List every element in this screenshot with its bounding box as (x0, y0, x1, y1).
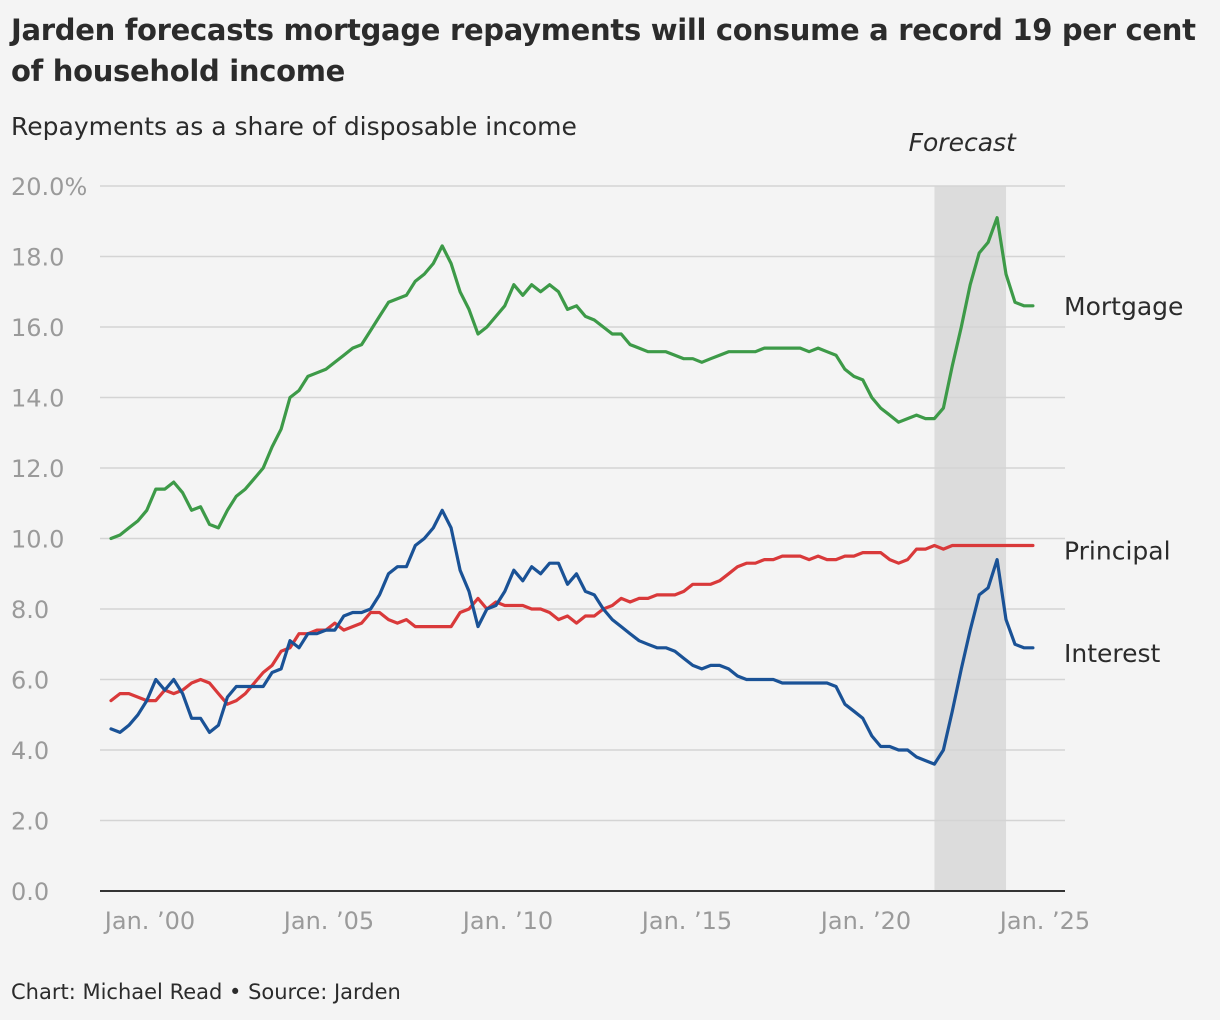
chart-credit: Chart: Michael Read • Source: Jarden (11, 980, 401, 1004)
y-tick-label: 4.0 (11, 737, 49, 765)
series-line-principal (109, 543, 1035, 706)
chart-subtitle: Repayments as a share of disposable inco… (11, 112, 577, 141)
series-line-interest (109, 508, 1035, 766)
line-chart: Forecast 20.0% 18.0 16.0 14.0 12.0 10.0 8.0 6.0… (11, 128, 1183, 935)
x-tick-label: Jan. ’00 (103, 907, 195, 935)
y-tick-label: 8.0 (11, 596, 49, 624)
x-tick-label: Jan. ’20 (819, 907, 911, 935)
y-tick-label: 0.0 (11, 878, 49, 906)
series-line-mortgage (109, 216, 1035, 541)
series-label-mortgage: Mortgage (1064, 292, 1183, 321)
series-label-principal: Principal (1064, 537, 1171, 566)
y-tick-label: 10.0 (11, 526, 64, 554)
x-tick-label: Jan. ’25 (998, 907, 1090, 935)
y-tick-label: 6.0 (11, 667, 49, 695)
x-tick-label: Jan. ’05 (282, 907, 374, 935)
y-tick-label: 20.0% (11, 173, 87, 201)
y-tick-label: 18.0 (11, 244, 64, 272)
x-tick-label: Jan. ’15 (640, 907, 732, 935)
chart-title: Jarden forecasts mortgage repayments wil… (11, 13, 1196, 88)
y-tick-label: 16.0 (11, 314, 64, 342)
y-tick-label: 14.0 (11, 385, 64, 413)
forecast-label: Forecast (909, 128, 1017, 157)
x-tick-label: Jan. ’10 (461, 907, 553, 935)
series-label-interest: Interest (1064, 639, 1161, 668)
y-tick-label: 12.0 (11, 455, 64, 483)
y-tick-label: 2.0 (11, 808, 49, 836)
